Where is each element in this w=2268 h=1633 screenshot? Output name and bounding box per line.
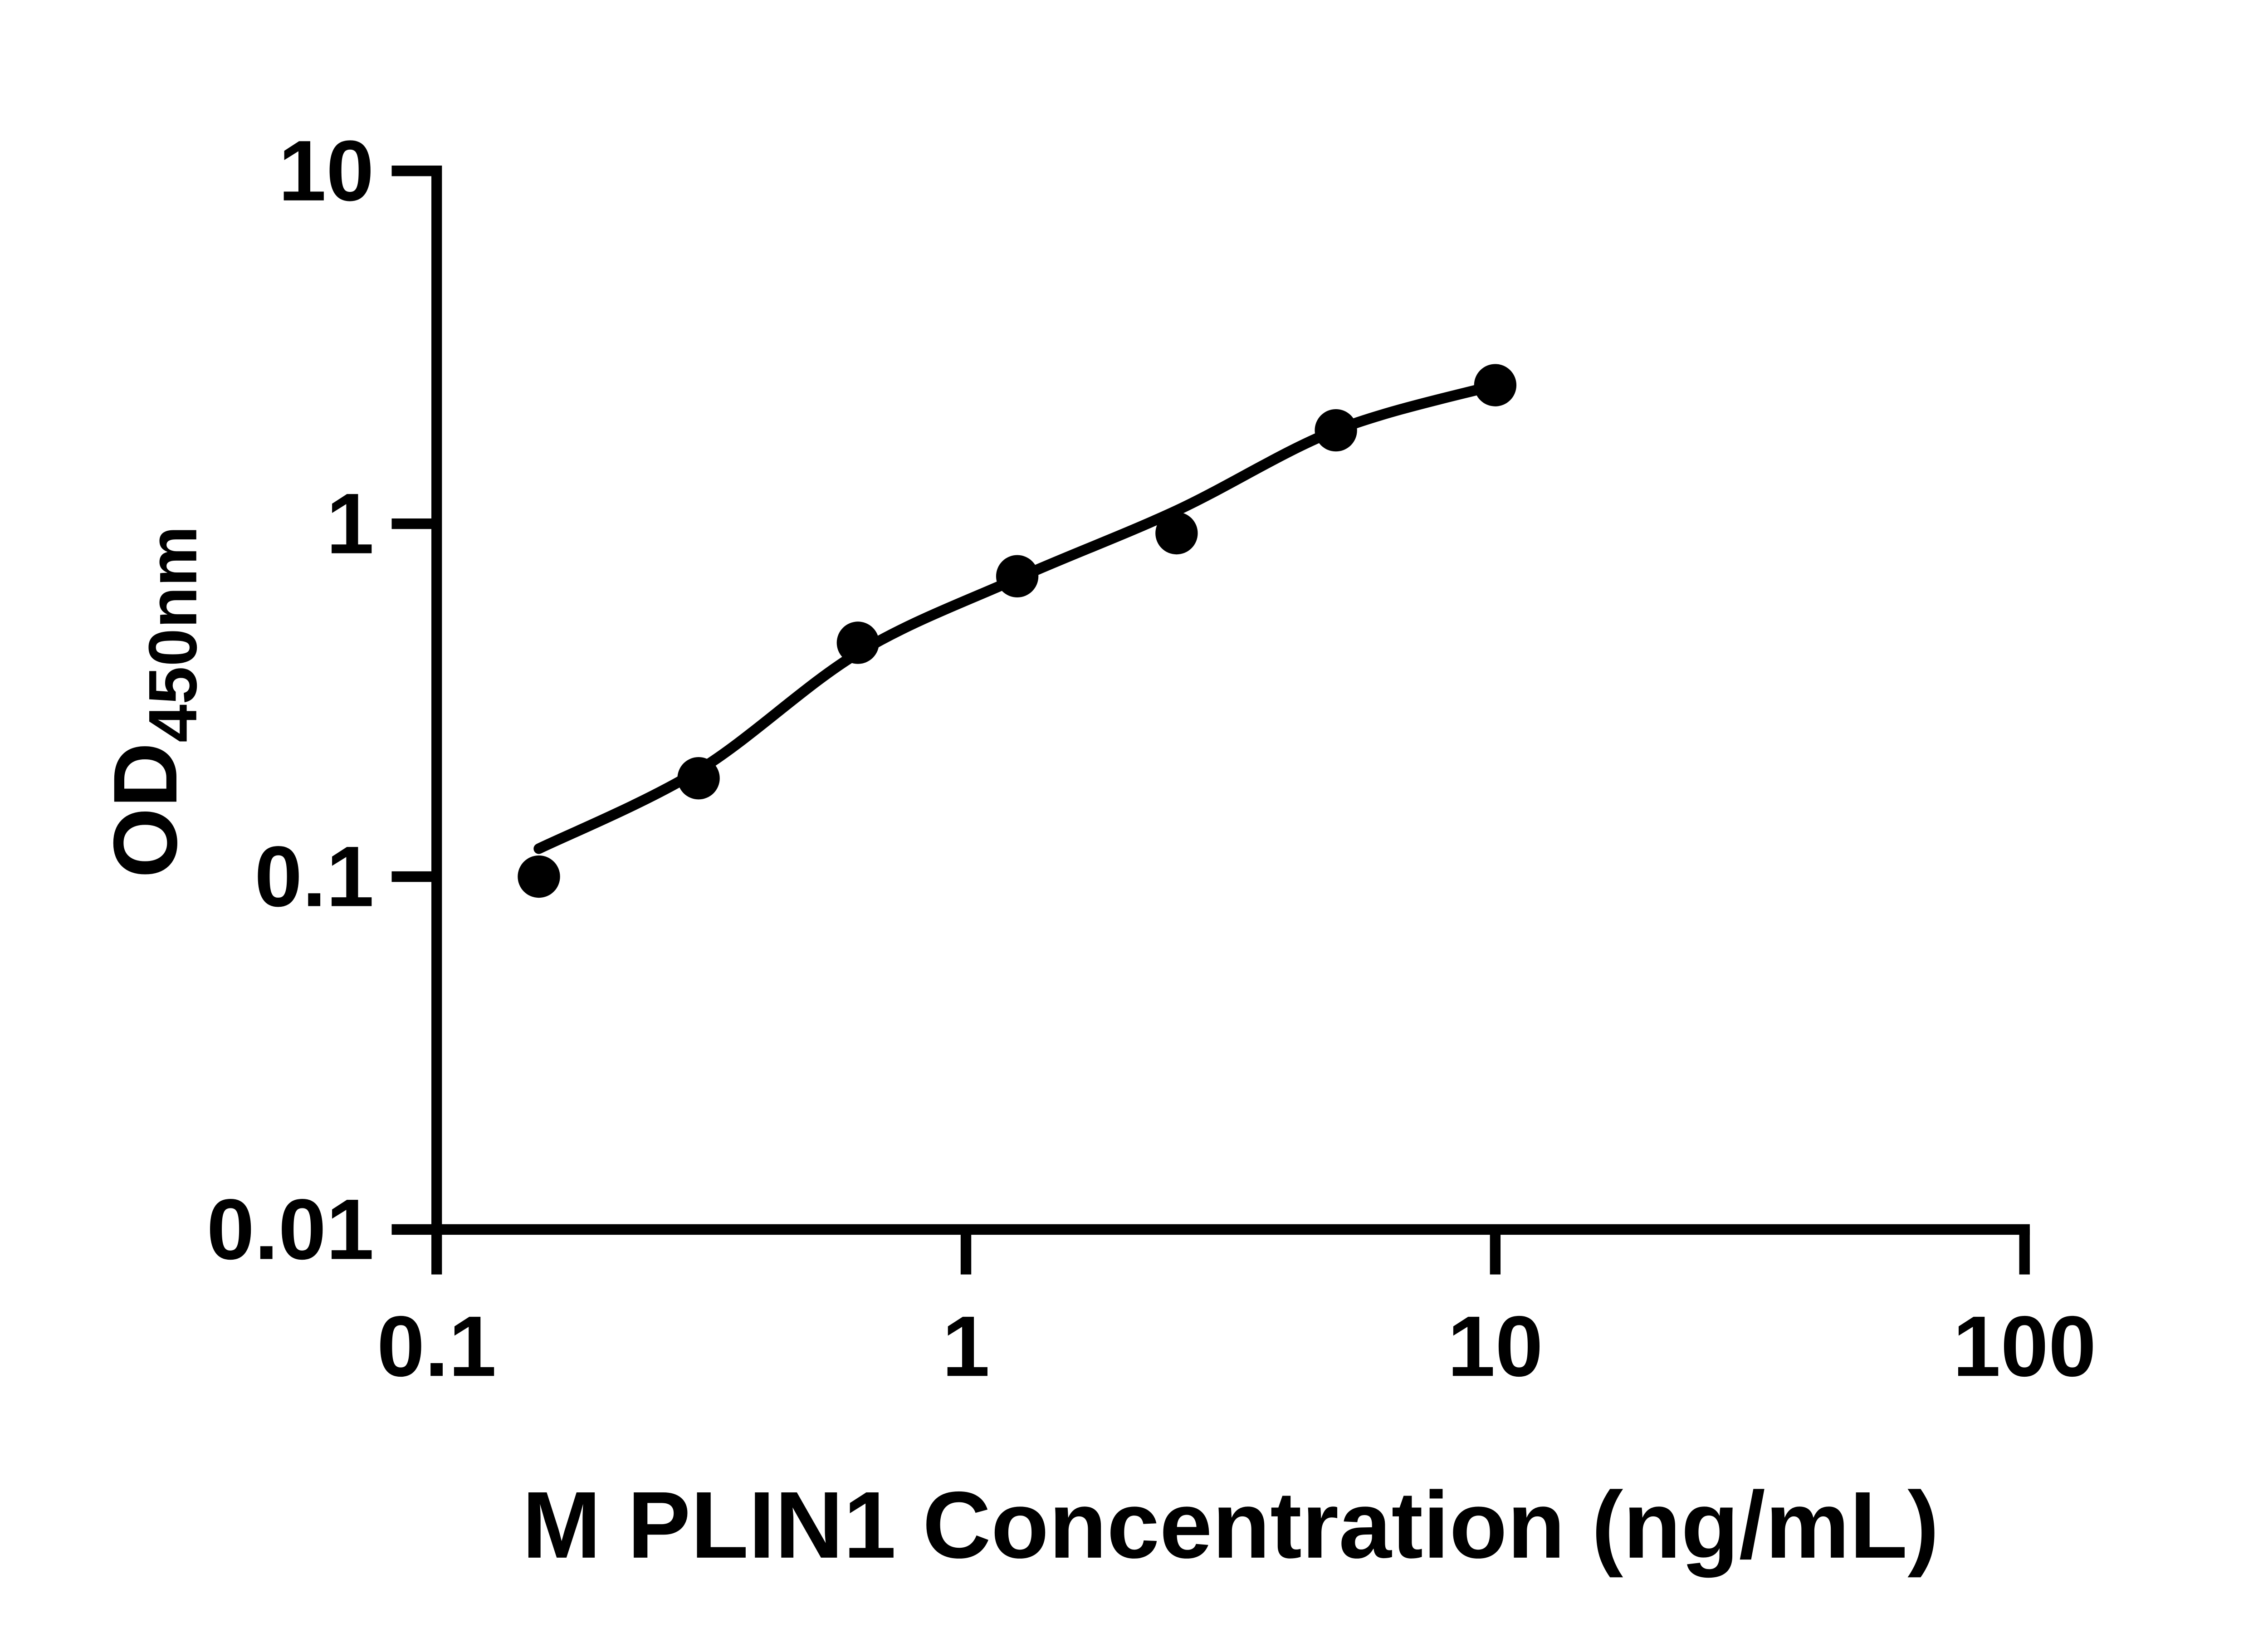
y-tick-label: 10 <box>279 122 374 219</box>
data-point <box>1315 409 1357 452</box>
data-point <box>1155 512 1198 554</box>
y-tick-label: 0.01 <box>207 1181 374 1277</box>
x-tick-label: 10 <box>1447 1298 1543 1394</box>
data-point <box>518 855 560 898</box>
chart-background <box>0 22 2268 1611</box>
data-point <box>836 621 880 664</box>
x-tick-label: 100 <box>1953 1298 2096 1394</box>
y-axis-title: OD450nm <box>95 526 211 878</box>
data-point <box>996 555 1039 597</box>
data-point <box>677 757 720 800</box>
y-tick-label: 0.1 <box>254 828 374 924</box>
x-tick-label: 1 <box>942 1298 990 1394</box>
y-tick-label: 1 <box>326 475 374 572</box>
x-tick-label: 0.1 <box>377 1298 497 1394</box>
y-axis-title-subscript: 450nm <box>135 526 211 743</box>
data-point <box>1474 364 1517 406</box>
y-axis-title-main: OD <box>95 742 196 878</box>
x-axis-title: M PLIN1 Concentration (ng/mL) <box>522 1472 1939 1578</box>
